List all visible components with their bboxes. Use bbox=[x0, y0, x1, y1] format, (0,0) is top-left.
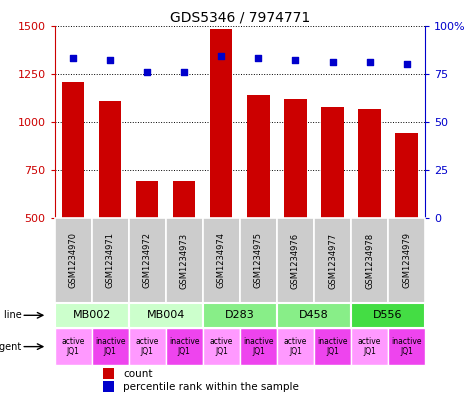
Bar bbox=[314, 328, 351, 365]
Point bbox=[292, 57, 299, 63]
Text: GSM1234974: GSM1234974 bbox=[217, 233, 226, 288]
Bar bbox=[173, 181, 195, 218]
Bar bbox=[388, 218, 425, 303]
Text: active
JQ1: active JQ1 bbox=[284, 337, 307, 356]
Point bbox=[329, 59, 336, 65]
Point bbox=[106, 57, 114, 63]
Bar bbox=[247, 95, 269, 218]
Bar bbox=[92, 218, 129, 303]
Bar bbox=[129, 328, 166, 365]
Bar bbox=[351, 328, 388, 365]
Bar bbox=[240, 328, 277, 365]
Text: count: count bbox=[123, 369, 152, 378]
Bar bbox=[210, 29, 232, 218]
Bar bbox=[285, 99, 306, 218]
Text: GSM1234972: GSM1234972 bbox=[143, 233, 152, 288]
Text: GSM1234975: GSM1234975 bbox=[254, 233, 263, 288]
Text: GSM1234971: GSM1234971 bbox=[106, 233, 114, 288]
Text: MB002: MB002 bbox=[73, 310, 111, 320]
Bar bbox=[388, 328, 425, 365]
Point bbox=[366, 59, 373, 65]
Text: percentile rank within the sample: percentile rank within the sample bbox=[123, 382, 299, 392]
Bar bbox=[322, 107, 343, 218]
Text: GSM1234979: GSM1234979 bbox=[402, 233, 411, 288]
Point bbox=[143, 69, 151, 75]
Point bbox=[403, 61, 410, 67]
Bar bbox=[99, 101, 121, 218]
Bar bbox=[203, 303, 277, 328]
Text: inactive
JQ1: inactive JQ1 bbox=[169, 337, 200, 356]
Text: active
JQ1: active JQ1 bbox=[135, 337, 159, 356]
Bar bbox=[203, 218, 240, 303]
Bar bbox=[55, 303, 129, 328]
Bar bbox=[277, 328, 314, 365]
Text: active
JQ1: active JQ1 bbox=[358, 337, 381, 356]
Point bbox=[180, 69, 188, 75]
Text: active
JQ1: active JQ1 bbox=[209, 337, 233, 356]
Point bbox=[69, 55, 77, 61]
Text: inactive
JQ1: inactive JQ1 bbox=[243, 337, 274, 356]
Text: D283: D283 bbox=[225, 310, 255, 320]
Point bbox=[255, 55, 262, 61]
Bar bbox=[277, 218, 314, 303]
Bar bbox=[129, 218, 166, 303]
Title: GDS5346 / 7974771: GDS5346 / 7974771 bbox=[170, 10, 310, 24]
Bar bbox=[396, 134, 418, 218]
Bar bbox=[103, 368, 114, 378]
Bar bbox=[203, 328, 240, 365]
Bar bbox=[351, 303, 425, 328]
Text: inactive
JQ1: inactive JQ1 bbox=[391, 337, 422, 356]
Bar bbox=[277, 303, 351, 328]
Text: agent: agent bbox=[0, 342, 21, 352]
Bar bbox=[55, 218, 92, 303]
Text: MB004: MB004 bbox=[147, 310, 185, 320]
Text: GSM1234976: GSM1234976 bbox=[291, 232, 300, 288]
Text: D458: D458 bbox=[299, 310, 329, 320]
Bar bbox=[136, 181, 158, 218]
Bar bbox=[166, 218, 203, 303]
Bar bbox=[351, 218, 388, 303]
Text: GSM1234978: GSM1234978 bbox=[365, 232, 374, 288]
Text: D556: D556 bbox=[373, 310, 403, 320]
Bar bbox=[314, 218, 351, 303]
Bar bbox=[62, 83, 84, 218]
Text: GSM1234977: GSM1234977 bbox=[328, 232, 337, 288]
Bar bbox=[55, 328, 92, 365]
Bar bbox=[103, 381, 114, 391]
Bar bbox=[129, 303, 203, 328]
Text: inactive
JQ1: inactive JQ1 bbox=[317, 337, 348, 356]
Text: inactive
JQ1: inactive JQ1 bbox=[95, 337, 125, 356]
Bar bbox=[92, 328, 129, 365]
Point bbox=[218, 53, 225, 59]
Bar bbox=[359, 109, 380, 218]
Text: GSM1234973: GSM1234973 bbox=[180, 232, 189, 288]
Text: cell line: cell line bbox=[0, 310, 21, 320]
Text: active
JQ1: active JQ1 bbox=[61, 337, 85, 356]
Bar bbox=[240, 218, 277, 303]
Bar bbox=[166, 328, 203, 365]
Text: GSM1234970: GSM1234970 bbox=[69, 233, 77, 288]
